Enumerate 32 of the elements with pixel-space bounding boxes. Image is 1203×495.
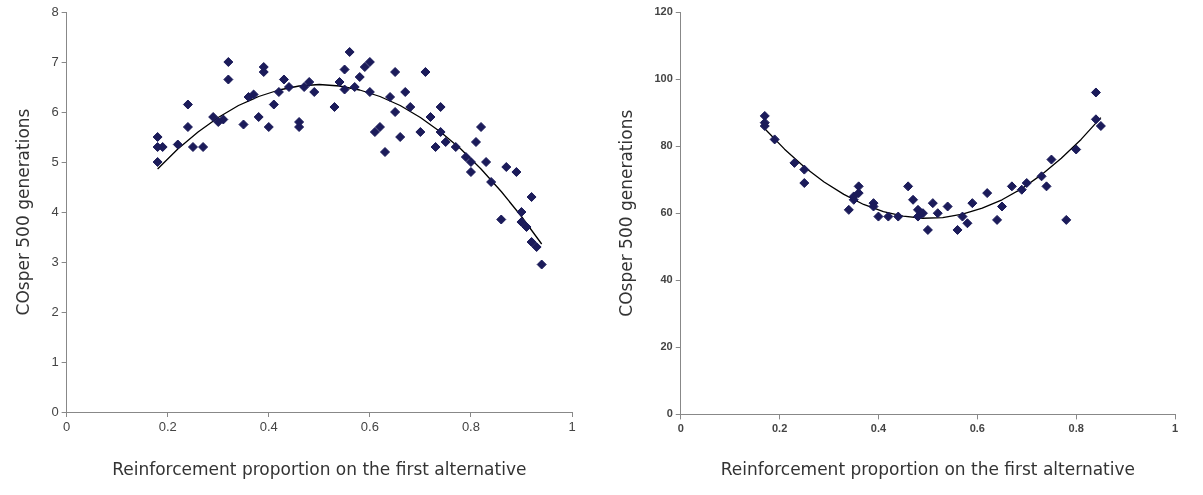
y-axis-title: COsper 500 generations	[12, 108, 33, 316]
x-tick-label: 0.4	[870, 422, 887, 435]
x-tick-label: 1	[568, 419, 576, 435]
x-axis-title: Reinforcement proportion on the first alternative	[112, 459, 527, 480]
y-tick-label: 4	[51, 203, 59, 219]
x-tick-label: 0.8	[461, 419, 480, 435]
y-tick-label: 100	[654, 72, 673, 85]
y-tick-label: 20	[660, 340, 673, 353]
y-tick-label: 5	[51, 153, 59, 169]
y-tick-label: 6	[51, 103, 59, 119]
x-tick-label: 0.2	[158, 419, 177, 435]
y-tick-label: 40	[660, 273, 673, 286]
y-tick-label: 0	[51, 403, 59, 419]
x-tick-label: 0	[63, 419, 71, 435]
y-tick-label: 80	[660, 139, 673, 152]
y-tick-label: 2	[51, 303, 59, 319]
y-axis-title: COsper 500 generations	[615, 109, 636, 317]
y-tick-label: 60	[660, 206, 673, 219]
x-axis-title: Reinforcement proportion on the first alternative	[720, 459, 1135, 480]
y-tick-label: 7	[51, 53, 59, 69]
x-tick-label: 0.2	[771, 422, 788, 435]
x-tick-label: 0	[677, 422, 684, 435]
x-tick-label: 0.8	[1068, 422, 1084, 435]
y-tick-label: 120	[654, 5, 673, 18]
y-tick-label: 0	[666, 407, 673, 420]
y-tick-label: 1	[51, 353, 59, 369]
x-tick-label: 0.6	[360, 419, 379, 435]
x-tick-label: 1	[1171, 422, 1179, 435]
x-tick-label: 0.6	[969, 422, 985, 435]
y-tick-label: 8	[51, 3, 59, 19]
y-tick-label: 3	[51, 253, 59, 269]
x-tick-label: 0.4	[259, 419, 278, 435]
